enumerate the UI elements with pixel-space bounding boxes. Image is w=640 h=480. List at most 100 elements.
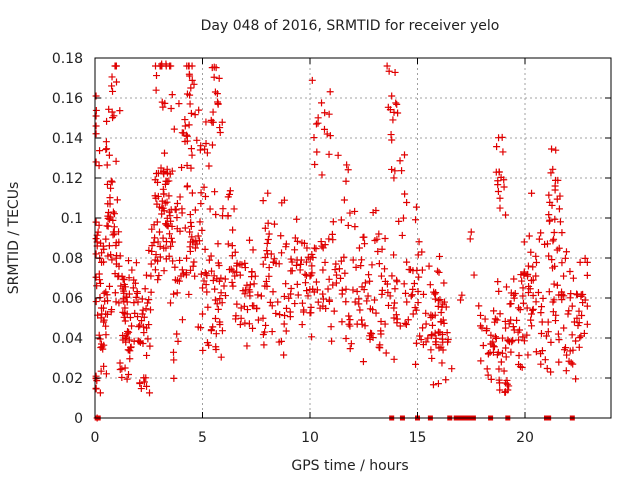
data-point	[120, 289, 128, 297]
y-tick-label: 0.02	[52, 371, 83, 387]
data-point	[330, 307, 338, 315]
data-point	[387, 131, 395, 139]
y-axis-label: SRMTID / TECUs	[6, 182, 22, 295]
data-point	[178, 316, 186, 324]
data-point	[204, 303, 212, 311]
data-point	[555, 244, 563, 252]
data-point	[332, 279, 340, 287]
data-point	[402, 289, 410, 297]
data-point	[264, 219, 272, 227]
data-point	[303, 287, 311, 295]
data-point	[232, 312, 240, 320]
data-point	[367, 329, 375, 337]
data-point	[583, 302, 591, 310]
data-point	[158, 98, 166, 106]
data-point	[434, 267, 442, 275]
data-point	[187, 222, 195, 230]
data-point	[390, 299, 398, 307]
data-point	[277, 232, 285, 240]
data-point	[151, 266, 159, 274]
data-point	[381, 235, 389, 243]
data-point	[308, 76, 316, 84]
data-point	[120, 297, 128, 305]
data-point	[155, 272, 163, 280]
data-point	[412, 339, 420, 347]
data-point	[519, 299, 527, 307]
data-point	[101, 297, 109, 305]
data-point	[360, 286, 368, 294]
data-point	[167, 242, 175, 250]
data-point	[154, 169, 162, 177]
data-point	[398, 231, 406, 239]
data-point	[118, 373, 126, 381]
data-point	[407, 292, 415, 300]
data-point	[199, 346, 207, 354]
data-point	[143, 299, 151, 307]
data-point	[492, 334, 500, 342]
data-point	[495, 365, 503, 373]
data-point	[514, 328, 522, 336]
data-point	[532, 298, 540, 306]
data-point	[501, 388, 509, 396]
data-point	[553, 281, 561, 289]
data-point	[318, 171, 326, 179]
data-point	[92, 112, 100, 120]
data-point	[213, 275, 221, 283]
data-point	[294, 291, 302, 299]
data-point	[524, 289, 532, 297]
data-point	[99, 304, 107, 312]
data-point	[302, 271, 310, 279]
data-point	[134, 313, 142, 321]
data-point	[92, 122, 100, 130]
data-point	[544, 328, 552, 336]
data-point	[554, 176, 562, 184]
data-point	[166, 212, 174, 220]
data-point	[494, 187, 502, 195]
data-point	[552, 146, 560, 154]
data-point	[246, 281, 254, 289]
data-point	[428, 321, 436, 329]
data-point	[261, 328, 269, 336]
data-point	[520, 238, 528, 246]
data-point	[183, 132, 191, 140]
data-point	[519, 333, 527, 341]
data-point	[442, 303, 450, 311]
data-point	[388, 136, 396, 144]
data-point	[100, 258, 108, 266]
data-point	[107, 251, 115, 259]
data-point	[555, 358, 563, 366]
data-point	[435, 268, 443, 276]
x-tick-label: 5	[198, 430, 207, 446]
data-point	[181, 122, 189, 130]
data-point	[312, 278, 320, 286]
data-point	[390, 314, 398, 322]
data-point	[371, 296, 378, 304]
data-point	[96, 335, 104, 343]
data-point	[520, 337, 528, 345]
data-point	[528, 322, 536, 330]
data-point	[248, 273, 256, 281]
y-tick-label: 0.12	[52, 171, 83, 187]
data-point	[496, 204, 504, 212]
data-point	[505, 320, 513, 328]
data-point	[507, 289, 515, 297]
data-point	[132, 259, 140, 267]
data-point	[181, 224, 189, 232]
data-point	[185, 290, 193, 298]
data-point	[524, 270, 532, 278]
data-point	[121, 317, 129, 325]
data-point	[143, 351, 151, 359]
data-point	[551, 262, 559, 270]
data-point	[108, 82, 116, 90]
data-point	[243, 342, 251, 350]
data-point	[490, 343, 498, 351]
data-point	[212, 343, 220, 351]
data-point	[419, 290, 427, 298]
data-point	[504, 336, 512, 344]
data-point	[499, 334, 507, 342]
data-point	[215, 262, 223, 270]
data-point	[494, 278, 502, 286]
data-point	[507, 316, 515, 324]
data-point	[249, 324, 257, 332]
